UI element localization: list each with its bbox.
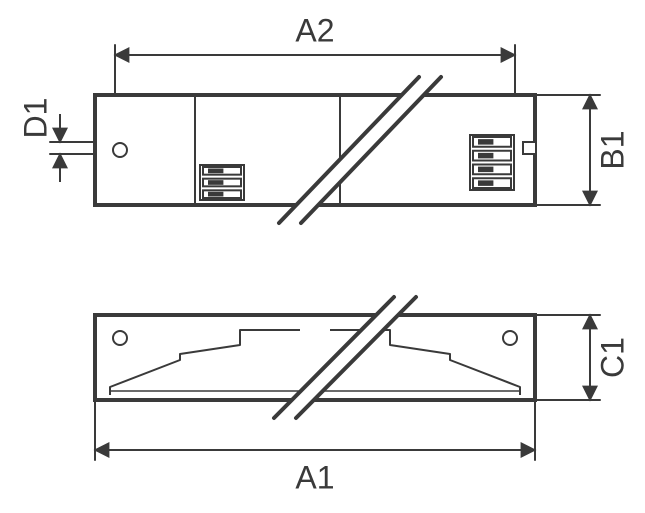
svg-text:D1: D1: [17, 98, 53, 139]
svg-text:C1: C1: [594, 337, 630, 378]
svg-text:B1: B1: [594, 130, 630, 169]
svg-text:A2: A2: [295, 12, 334, 48]
top-view: [95, 77, 535, 223]
technical-drawing: A2 B1 D1 A1 C1: [0, 0, 645, 513]
side-view: [95, 297, 535, 418]
dimension-lines: A2 B1 D1 A1 C1: [17, 12, 630, 495]
svg-text:A1: A1: [295, 459, 334, 495]
